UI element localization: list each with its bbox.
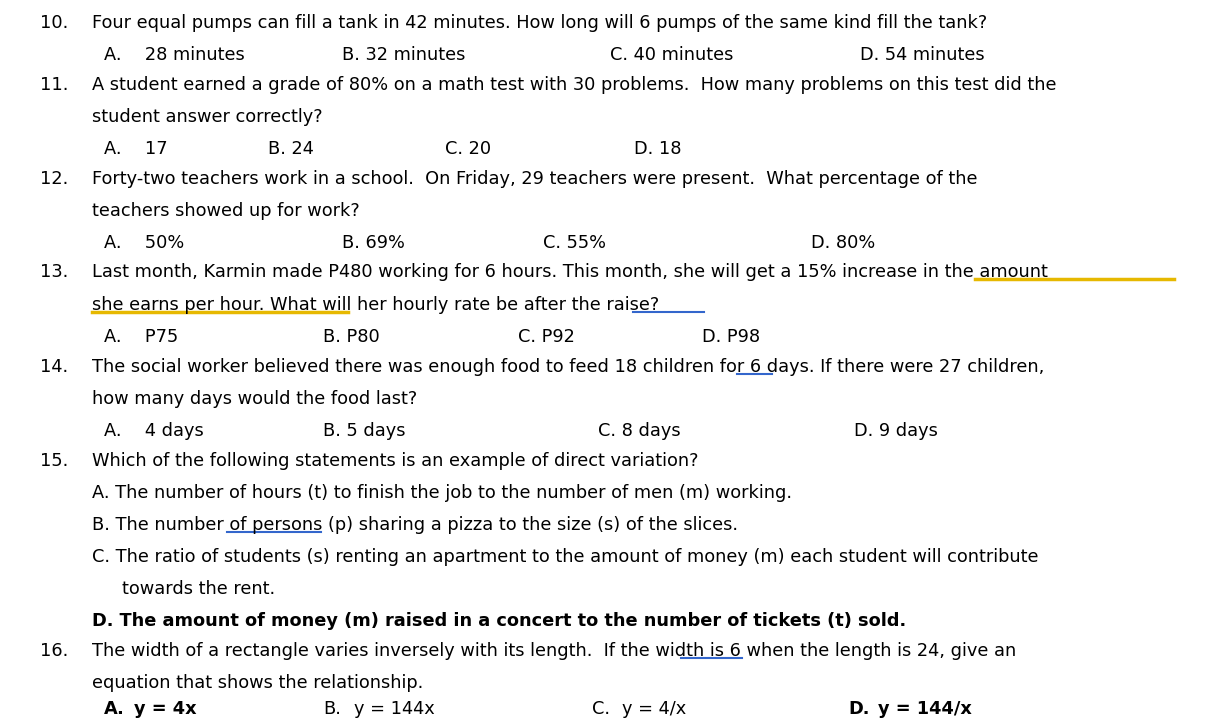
Text: B. 69%: B. 69% (342, 234, 405, 252)
Text: C. P92: C. P92 (518, 328, 576, 346)
Text: C.: C. (592, 700, 610, 718)
Text: A.  P75: A. P75 (104, 328, 178, 346)
Text: towards the rent.: towards the rent. (122, 580, 276, 598)
Text: C. The ratio of students (s) renting an apartment to the amount of money (m) eac: C. The ratio of students (s) renting an … (92, 548, 1038, 566)
Text: 13.: 13. (40, 263, 68, 281)
Text: A student earned a grade of 80% on a math test with 30 problems.  How many probl: A student earned a grade of 80% on a mat… (92, 76, 1057, 94)
Text: C. 55%: C. 55% (543, 234, 606, 252)
Text: D.: D. (848, 700, 870, 718)
Text: A. The number of hours (t) to finish the job to the number of men (m) working.: A. The number of hours (t) to finish the… (92, 484, 792, 502)
Text: Which of the following statements is an example of direct variation?: Which of the following statements is an … (92, 452, 698, 470)
Text: D. 9 days: D. 9 days (854, 422, 938, 440)
Text: y = 144x: y = 144x (354, 700, 434, 718)
Text: B. P80: B. P80 (323, 328, 381, 346)
Text: B. The number of persons (p) sharing a pizza to the size (s) of the slices.: B. The number of persons (p) sharing a p… (92, 516, 738, 534)
Text: A.  50%: A. 50% (104, 234, 184, 252)
Text: The width of a rectangle varies inversely with its length.  If the width is 6 wh: The width of a rectangle varies inversel… (92, 642, 1016, 660)
Text: how many days would the food last?: how many days would the food last? (92, 390, 417, 408)
Text: 16.: 16. (40, 642, 68, 660)
Text: B. 24: B. 24 (268, 140, 315, 158)
Text: A.  28 minutes: A. 28 minutes (104, 46, 244, 64)
Text: D. 54 minutes: D. 54 minutes (860, 46, 985, 64)
Text: she earns per hour. What will her hourly rate be after the raise?: she earns per hour. What will her hourly… (92, 296, 659, 314)
Text: teachers showed up for work?: teachers showed up for work? (92, 202, 359, 220)
Text: A.  17: A. 17 (104, 140, 167, 158)
Text: A.: A. (104, 700, 124, 718)
Text: 14.: 14. (40, 358, 68, 376)
Text: A.  4 days: A. 4 days (104, 422, 204, 440)
Text: y = 144/x: y = 144/x (878, 700, 972, 718)
Text: 12.: 12. (40, 170, 68, 188)
Text: Four equal pumps can fill a tank in 42 minutes. How long will 6 pumps of the sam: Four equal pumps can fill a tank in 42 m… (92, 14, 987, 32)
Text: y = 4x: y = 4x (134, 700, 196, 718)
Text: Forty-two teachers work in a school.  On Friday, 29 teachers were present.  What: Forty-two teachers work in a school. On … (92, 170, 977, 188)
Text: C. 8 days: C. 8 days (598, 422, 681, 440)
Text: C. 40 minutes: C. 40 minutes (610, 46, 733, 64)
Text: 15.: 15. (40, 452, 68, 470)
Text: 10.: 10. (40, 14, 68, 32)
Text: D. P98: D. P98 (702, 328, 760, 346)
Text: y = 4/x: y = 4/x (622, 700, 687, 718)
Text: Last month, Karmin made P480 working for 6 hours. This month, she will get a 15%: Last month, Karmin made P480 working for… (92, 263, 1048, 281)
Text: D. The amount of money (m) raised in a concert to the number of tickets (t) sold: D. The amount of money (m) raised in a c… (92, 612, 905, 630)
Text: B. 32 minutes: B. 32 minutes (342, 46, 465, 64)
Text: 11.: 11. (40, 76, 68, 94)
Text: C. 20: C. 20 (445, 140, 492, 158)
Text: D. 18: D. 18 (634, 140, 682, 158)
Text: equation that shows the relationship.: equation that shows the relationship. (92, 674, 423, 692)
Text: D. 80%: D. 80% (811, 234, 876, 252)
Text: B.: B. (323, 700, 342, 718)
Text: The social worker believed there was enough food to feed 18 children for 6 days.: The social worker believed there was eno… (92, 358, 1044, 376)
Text: B. 5 days: B. 5 days (323, 422, 406, 440)
Text: student answer correctly?: student answer correctly? (92, 108, 322, 126)
